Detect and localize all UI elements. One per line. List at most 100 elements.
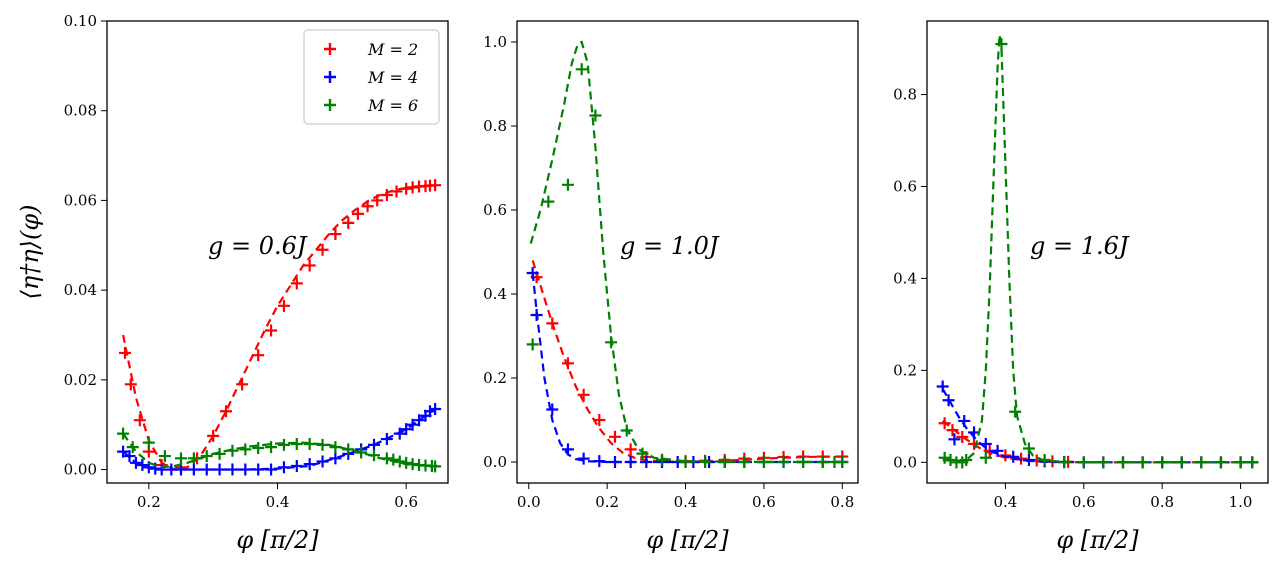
- data-point: [1214, 456, 1227, 469]
- data-point: [561, 357, 574, 370]
- y-tick-label: 0.06: [64, 191, 97, 209]
- data-point: [187, 452, 200, 465]
- data-point: [640, 456, 653, 468]
- x-tick-label: 0.0: [517, 493, 541, 511]
- data-point: [542, 195, 555, 208]
- data-point: [142, 436, 155, 449]
- x-tick-label: 0.6: [752, 493, 776, 511]
- data-point: [1246, 456, 1259, 469]
- data-point: [236, 378, 249, 391]
- x-axis-label: φ [π/2]: [1056, 526, 1139, 554]
- data-point: [413, 414, 426, 427]
- data-point: [303, 437, 316, 450]
- data-point: [526, 267, 539, 279]
- data-point: [561, 178, 574, 191]
- data-point: [546, 317, 559, 330]
- data-point: [239, 463, 252, 476]
- data-point: [213, 447, 226, 460]
- data-point: [400, 423, 413, 436]
- data-point: [129, 456, 142, 469]
- data-point: [406, 418, 419, 431]
- data-point: [187, 463, 200, 476]
- x-tick-label: 0.2: [137, 493, 161, 511]
- data-point: [624, 443, 637, 456]
- data-point: [1007, 450, 1020, 463]
- data-point: [738, 456, 751, 468]
- data-point: [220, 405, 233, 418]
- data-point: [303, 458, 316, 471]
- y-tick-label: 0.4: [483, 285, 507, 303]
- data-point: [368, 438, 381, 451]
- data-point: [119, 346, 132, 359]
- legend-label: M = 6: [367, 96, 418, 115]
- data-point: [777, 456, 790, 468]
- data-point: [656, 453, 669, 466]
- data-point: [938, 451, 951, 464]
- data-point: [1097, 456, 1110, 469]
- y-tick-label: 0.2: [483, 369, 507, 387]
- data-point: [960, 454, 973, 467]
- data-point: [226, 463, 239, 476]
- data-point: [277, 438, 290, 451]
- data-point: [265, 441, 278, 454]
- data-point: [303, 259, 316, 272]
- data-point: [577, 388, 590, 401]
- data-point: [329, 441, 342, 454]
- data-point: [991, 444, 1004, 457]
- legend-label: M = 2: [367, 40, 418, 59]
- data-point: [1136, 456, 1149, 469]
- data-point: [944, 454, 957, 467]
- data-point: [1022, 454, 1035, 467]
- data-point: [995, 37, 1008, 50]
- data-point: [1116, 456, 1129, 469]
- legend-marker: [324, 71, 336, 83]
- data-point: [393, 427, 406, 440]
- data-point: [400, 182, 413, 195]
- data-point: [699, 456, 712, 468]
- data-point: [429, 460, 442, 473]
- data-point: [200, 463, 213, 476]
- data-point: [371, 194, 384, 207]
- data-point: [636, 447, 649, 460]
- y-tick-label: 0.8: [483, 117, 507, 135]
- y-tick-label: 0.04: [64, 281, 97, 299]
- axes-frame: [516, 20, 859, 484]
- data-point: [561, 443, 574, 456]
- x-tick-label: 0.8: [1150, 493, 1174, 511]
- data-point: [329, 228, 342, 241]
- data-point: [290, 277, 303, 290]
- data-point: [400, 456, 413, 469]
- data-point: [252, 442, 265, 455]
- data-point: [956, 431, 969, 444]
- data-point: [123, 450, 136, 463]
- data-point: [342, 443, 355, 456]
- data-point: [290, 437, 303, 450]
- y-tick-label: 0.4: [893, 269, 917, 287]
- data-point: [577, 452, 590, 465]
- panel-g10: 0.0 0.2 0.4 0.6 0.8 0.0 0.2 0.4 0.6 0.8 1.0 g = 1.0…: [483, 20, 859, 554]
- data-point: [351, 207, 364, 220]
- x-tick-label: 0.8: [830, 493, 854, 511]
- series-line-m4: [941, 388, 1253, 464]
- data-point: [797, 456, 810, 468]
- data-point: [423, 405, 436, 418]
- data-point: [368, 449, 381, 462]
- data-point: [265, 463, 278, 476]
- data-point: [593, 414, 606, 426]
- data-point: [342, 216, 355, 229]
- data-point: [1038, 454, 1051, 467]
- data-point: [1009, 405, 1022, 418]
- data-point: [277, 299, 290, 312]
- y-tick-label: 0.6: [893, 177, 917, 195]
- data-point: [200, 450, 213, 463]
- legend-box: [303, 29, 440, 125]
- data-point: [608, 430, 621, 443]
- data-point: [239, 443, 252, 456]
- data-point: [593, 455, 606, 468]
- y-tick-label: 0.2: [893, 361, 917, 379]
- data-point: [608, 456, 621, 468]
- data-point: [390, 185, 403, 198]
- legend: M = 2 M = 4 M = 6: [303, 29, 440, 125]
- x-tick-label: 0.2: [595, 493, 619, 511]
- data-point: [816, 456, 829, 468]
